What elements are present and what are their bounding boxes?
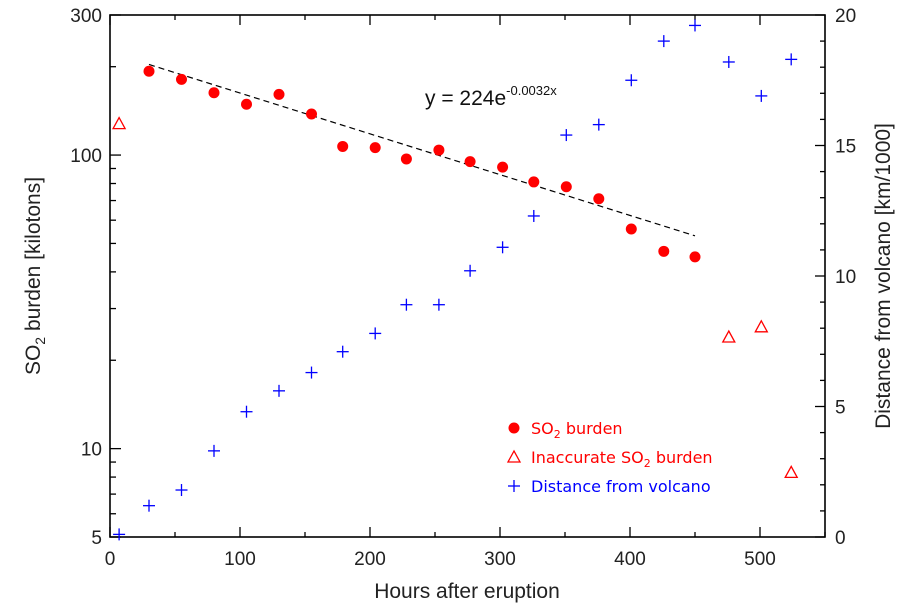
legend-label: SO2 burden (531, 419, 623, 441)
y2-axis-label: Distance from volcano [km/1000] (872, 123, 895, 429)
y-tick-label: 300 (70, 6, 102, 27)
x-tick-label: 100 (224, 549, 256, 570)
distance-point (432, 298, 445, 311)
so2-burden-point (560, 181, 572, 193)
y2-tick-label: 15 (835, 137, 856, 158)
so2-burden-point (208, 87, 220, 99)
y2-tick-label: 0 (835, 528, 846, 549)
so2-burden-point (625, 223, 637, 235)
distance-point (496, 241, 509, 254)
so2-burden-point (658, 245, 670, 257)
so2-burden-point (689, 251, 701, 263)
y2-tick-label: 20 (835, 6, 856, 27)
distance-point (400, 298, 413, 311)
distance-point (143, 499, 155, 512)
x-tick-label: 300 (484, 549, 516, 570)
so2-burden-point (143, 65, 155, 77)
legend: SO2 burden Inaccurate SO2 burden Distance … (506, 419, 713, 496)
distance-point (560, 129, 573, 142)
distance-point (625, 74, 638, 87)
distance-point (689, 19, 701, 32)
distance-point (464, 264, 477, 277)
so2-burden-point (273, 88, 285, 100)
distance-point (657, 35, 670, 48)
so2-burden-point (464, 156, 476, 168)
distance-point (240, 405, 253, 418)
distance-point (175, 484, 188, 497)
distance-point (273, 384, 285, 397)
distance-point (113, 528, 126, 541)
distance-point (208, 444, 220, 457)
distance-point (527, 209, 540, 222)
distance-point (305, 366, 318, 379)
legend-marker (508, 480, 520, 492)
inaccurate-so2-point (721, 329, 736, 343)
data-marks (112, 19, 799, 541)
so2-burden-point (497, 161, 509, 173)
equation-exponent: -0.0032x (506, 83, 557, 98)
x-axis-label: Hours after eruption (374, 580, 560, 603)
legend-marker (506, 449, 522, 463)
legend-label: Distance from volcano (531, 477, 711, 496)
x-tick-label: 400 (614, 549, 646, 570)
y2-tick-label: 5 (835, 398, 846, 419)
x-tick-label: 500 (744, 549, 776, 570)
legend-label: Inaccurate SO2 burden (531, 448, 713, 470)
inaccurate-so2-point (754, 319, 769, 333)
inaccurate-so2-point (784, 465, 799, 479)
distance-point (785, 53, 798, 66)
distance-point (592, 118, 605, 131)
legend-marker (508, 422, 520, 434)
y-axis-label: SO2 burden [kilotons] (22, 177, 48, 375)
fit-line (148, 63, 696, 237)
x-tick-label: 200 (354, 549, 386, 570)
so2-burden-point (369, 142, 381, 154)
y-tick-label: 10 (81, 440, 102, 461)
equation-annotation: y = 224e-0.0032x (425, 83, 557, 110)
so2-burden-point (400, 153, 412, 165)
y-tick-label: 5 (91, 528, 102, 549)
so2-burden-point (241, 98, 252, 110)
so2-burden-point (593, 193, 605, 205)
so2-burden-point (337, 140, 349, 152)
so2-burden-point (528, 176, 540, 188)
distance-point (336, 345, 349, 358)
distance-point (755, 89, 768, 102)
inaccurate-so2-point (112, 116, 127, 130)
distance-point (369, 327, 382, 340)
distance-point (722, 55, 735, 68)
y2-tick-label: 10 (835, 267, 856, 288)
so2-burden-point (306, 108, 317, 120)
x-tick-label: 0 (105, 549, 116, 570)
so2-burden-point (176, 73, 187, 85)
fit-line-segment (148, 63, 696, 237)
y-tick-label: 100 (70, 146, 102, 167)
so2-burden-point (433, 144, 445, 156)
